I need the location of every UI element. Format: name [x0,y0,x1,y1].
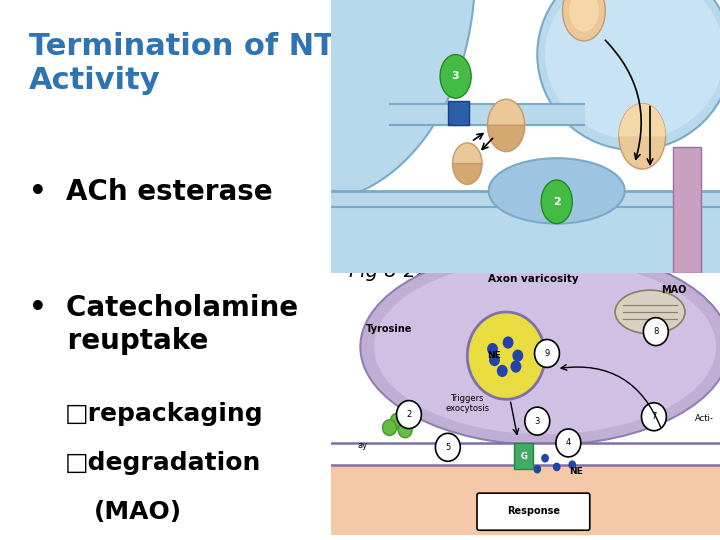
Wedge shape [487,125,525,152]
Circle shape [619,104,665,169]
Circle shape [436,433,460,461]
Text: NE: NE [487,351,501,360]
Text: ay: ay [357,441,367,450]
Circle shape [541,454,549,463]
Ellipse shape [615,290,685,334]
Text: G: G [521,451,527,461]
Text: 2: 2 [553,197,561,207]
Circle shape [503,336,513,349]
Circle shape [562,0,606,41]
Ellipse shape [374,260,716,434]
Circle shape [534,465,541,474]
Text: 9: 9 [544,349,549,358]
Wedge shape [452,143,482,164]
Text: Fig 11-9: Fig 11-9 [349,503,428,522]
Circle shape [568,461,576,469]
Circle shape [497,365,508,377]
Text: NE: NE [570,467,583,476]
Circle shape [467,312,545,399]
Text: •  Catecholamine
    reuptake: • Catecholamine reuptake [29,294,298,355]
Text: Response: Response [507,507,560,516]
Circle shape [390,413,405,429]
Text: Triggers
exocytosis: Triggers exocytosis [445,394,490,413]
Text: Tyrosine: Tyrosine [366,325,413,334]
Text: 7: 7 [651,412,657,421]
Circle shape [510,360,521,373]
Circle shape [569,0,599,32]
Text: Termination of NT
Activity: Termination of NT Activity [29,32,335,95]
Text: 8: 8 [653,327,659,336]
Text: □repackaging: □repackaging [65,402,264,426]
Ellipse shape [537,0,720,150]
Text: 3: 3 [452,71,459,82]
Text: (MAO): (MAO) [94,500,181,523]
Text: □degradation: □degradation [65,451,261,475]
Circle shape [513,349,523,362]
Polygon shape [514,443,534,469]
Circle shape [642,403,666,431]
Text: 3: 3 [534,417,540,426]
Text: Acti-: Acti- [695,414,714,423]
Text: 2: 2 [406,410,412,419]
Circle shape [556,429,581,457]
Polygon shape [331,191,720,273]
Circle shape [553,463,561,471]
Circle shape [397,401,421,429]
Polygon shape [448,101,469,125]
Wedge shape [619,104,665,137]
Text: •  ACh esterase: • ACh esterase [29,178,272,206]
Polygon shape [673,147,701,273]
Circle shape [534,340,559,367]
Polygon shape [331,443,720,465]
Circle shape [541,180,572,224]
Circle shape [525,407,549,435]
Circle shape [644,318,668,346]
Text: 4: 4 [566,438,571,448]
Ellipse shape [489,158,625,224]
Circle shape [561,447,568,456]
Ellipse shape [360,249,720,445]
FancyBboxPatch shape [477,493,590,530]
Circle shape [440,55,471,98]
Circle shape [487,343,498,355]
Polygon shape [331,465,720,535]
Wedge shape [452,164,482,184]
Circle shape [489,354,500,366]
Circle shape [382,420,397,436]
Ellipse shape [545,0,720,139]
Text: 5: 5 [445,443,451,452]
Text: Axon varicosity: Axon varicosity [488,274,579,284]
Text: Fig 8-22: Fig 8-22 [349,262,428,281]
Circle shape [398,422,412,438]
Circle shape [148,0,475,202]
Wedge shape [487,99,525,125]
Text: MAO: MAO [661,285,686,295]
Circle shape [522,449,529,458]
